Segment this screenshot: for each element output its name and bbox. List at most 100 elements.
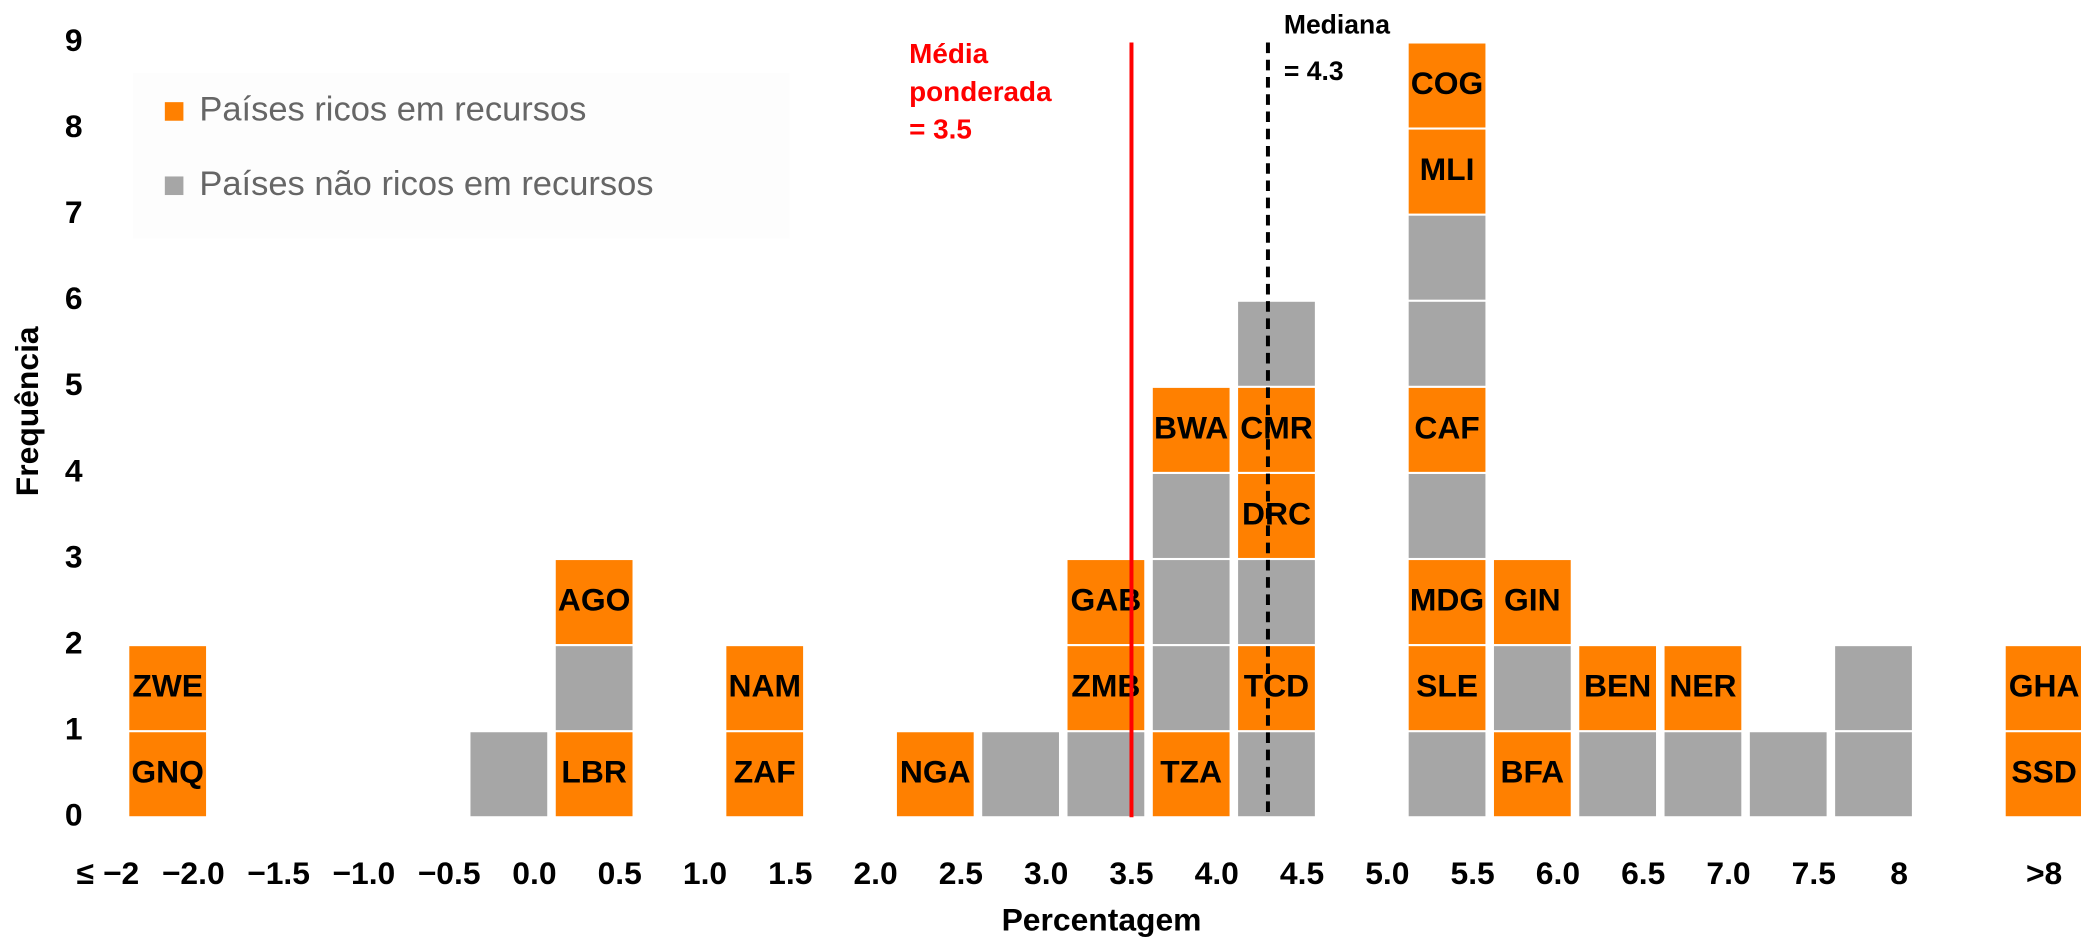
- cell: [726, 646, 804, 731]
- x-tick-label: >8: [2026, 855, 2062, 891]
- x-tick-label: 2.0: [853, 855, 897, 891]
- x-tick-label: −0.5: [418, 855, 481, 891]
- cell: [1408, 473, 1486, 558]
- cell: [1493, 646, 1571, 731]
- y-tick-label: 4: [65, 452, 83, 488]
- x-tick-label: 5.0: [1365, 855, 1409, 891]
- y-tick-label: 8: [65, 108, 83, 144]
- x-tick-label: 2.5: [939, 855, 983, 891]
- legend-box: [132, 72, 790, 239]
- x-tick-label: −1.0: [332, 855, 395, 891]
- cell-label: SLE: [1416, 668, 1478, 704]
- cell: [1579, 732, 1657, 817]
- x-tick-label: 8: [1890, 855, 1908, 891]
- cell: [555, 560, 633, 645]
- x-tick-label: 5.5: [1451, 855, 1495, 891]
- cell-label: MDG: [1410, 581, 1484, 617]
- cell: [1152, 473, 1230, 558]
- cell: [1493, 732, 1571, 817]
- legend-swatch: [164, 102, 184, 121]
- y-tick-label: 0: [65, 797, 83, 833]
- mean-label: Média: [909, 38, 988, 69]
- x-tick-label: 6.0: [1536, 855, 1580, 891]
- x-tick-label: ≤ −2: [77, 855, 140, 891]
- x-tick-label: 3.5: [1109, 855, 1153, 891]
- cell: [1408, 387, 1486, 472]
- x-tick-label: 0.0: [512, 855, 556, 891]
- y-tick-label: 5: [65, 366, 83, 402]
- cell-label: GHA: [2009, 668, 2080, 704]
- x-tick-label: 3.0: [1024, 855, 1068, 891]
- cell: [896, 732, 974, 817]
- cell: [555, 646, 633, 731]
- median-label: = 4.3: [1284, 56, 1344, 86]
- x-tick-label: 1.0: [683, 855, 727, 891]
- y-tick-label: 2: [65, 625, 83, 661]
- cell-label: GNQ: [131, 754, 204, 790]
- cell-label: GAB: [1071, 581, 1142, 617]
- cell: [1579, 646, 1657, 731]
- cell-label: TZA: [1160, 754, 1222, 790]
- x-tick-label: 4.0: [1195, 855, 1239, 891]
- cell-label: ZWE: [132, 668, 203, 704]
- cell-label: BEN: [1584, 668, 1651, 704]
- cell-label: ZAF: [734, 754, 796, 790]
- cell: [1408, 43, 1486, 128]
- cell: [555, 732, 633, 817]
- cell: [1835, 646, 1912, 731]
- cell: [1238, 646, 1315, 731]
- cell: [1408, 301, 1486, 386]
- x-tick-label: 4.5: [1280, 855, 1324, 891]
- legend-swatch: [164, 176, 184, 196]
- cell-label: CAF: [1414, 409, 1479, 445]
- cell: [1493, 560, 1571, 645]
- cell: [1238, 473, 1315, 558]
- cell-label: AGO: [558, 581, 631, 617]
- cell: [726, 732, 804, 817]
- cell: [1749, 732, 1827, 817]
- cell: [1408, 560, 1486, 645]
- cell-label: NER: [1669, 668, 1736, 704]
- y-tick-label: 1: [65, 711, 83, 747]
- cell: [1238, 732, 1315, 817]
- cell: [1664, 646, 1742, 731]
- cell: [129, 646, 207, 731]
- cell: [470, 732, 548, 817]
- cell-label: DRC: [1242, 495, 1311, 531]
- cell-label: LBR: [561, 754, 626, 790]
- cell-label: NAM: [728, 668, 800, 704]
- cell-label: SSD: [2011, 754, 2076, 790]
- x-tick-label: 1.5: [768, 855, 812, 891]
- cell: [1152, 560, 1230, 645]
- x-axis-title: Percentagem: [1002, 902, 1202, 938]
- cell: [1152, 387, 1230, 472]
- cell-label: BWA: [1154, 409, 1228, 445]
- median-label: Mediana: [1284, 10, 1390, 40]
- cell: [1238, 387, 1315, 472]
- y-tick-label: 6: [65, 280, 83, 316]
- cell: [129, 732, 207, 817]
- cell: [982, 732, 1059, 817]
- x-tick-label: −1.5: [247, 855, 310, 891]
- cell: [1664, 732, 1742, 817]
- x-tick-label: 7.5: [1792, 855, 1836, 891]
- x-tick-label: 7.0: [1706, 855, 1750, 891]
- mean-label: ponderada: [909, 76, 1052, 107]
- cell: [2005, 732, 2081, 817]
- mean-label: = 3.5: [909, 114, 972, 145]
- cell-label: ZMB: [1071, 668, 1140, 704]
- y-axis-title: Frequência: [9, 326, 45, 496]
- y-tick-label: 7: [65, 194, 83, 230]
- x-tick-label: 0.5: [598, 855, 642, 891]
- y-tick-label: 9: [65, 22, 83, 58]
- cell: [1408, 215, 1486, 300]
- cell: [1238, 301, 1315, 386]
- y-tick-label: 3: [65, 538, 83, 574]
- cell: [1152, 646, 1230, 731]
- x-tick-label: −2.0: [162, 855, 225, 891]
- legend-label: Países ricos em recursos: [199, 91, 586, 129]
- cell: [1835, 732, 1912, 817]
- cell-label: COG: [1411, 65, 1484, 101]
- x-tick-label: 6.5: [1621, 855, 1665, 891]
